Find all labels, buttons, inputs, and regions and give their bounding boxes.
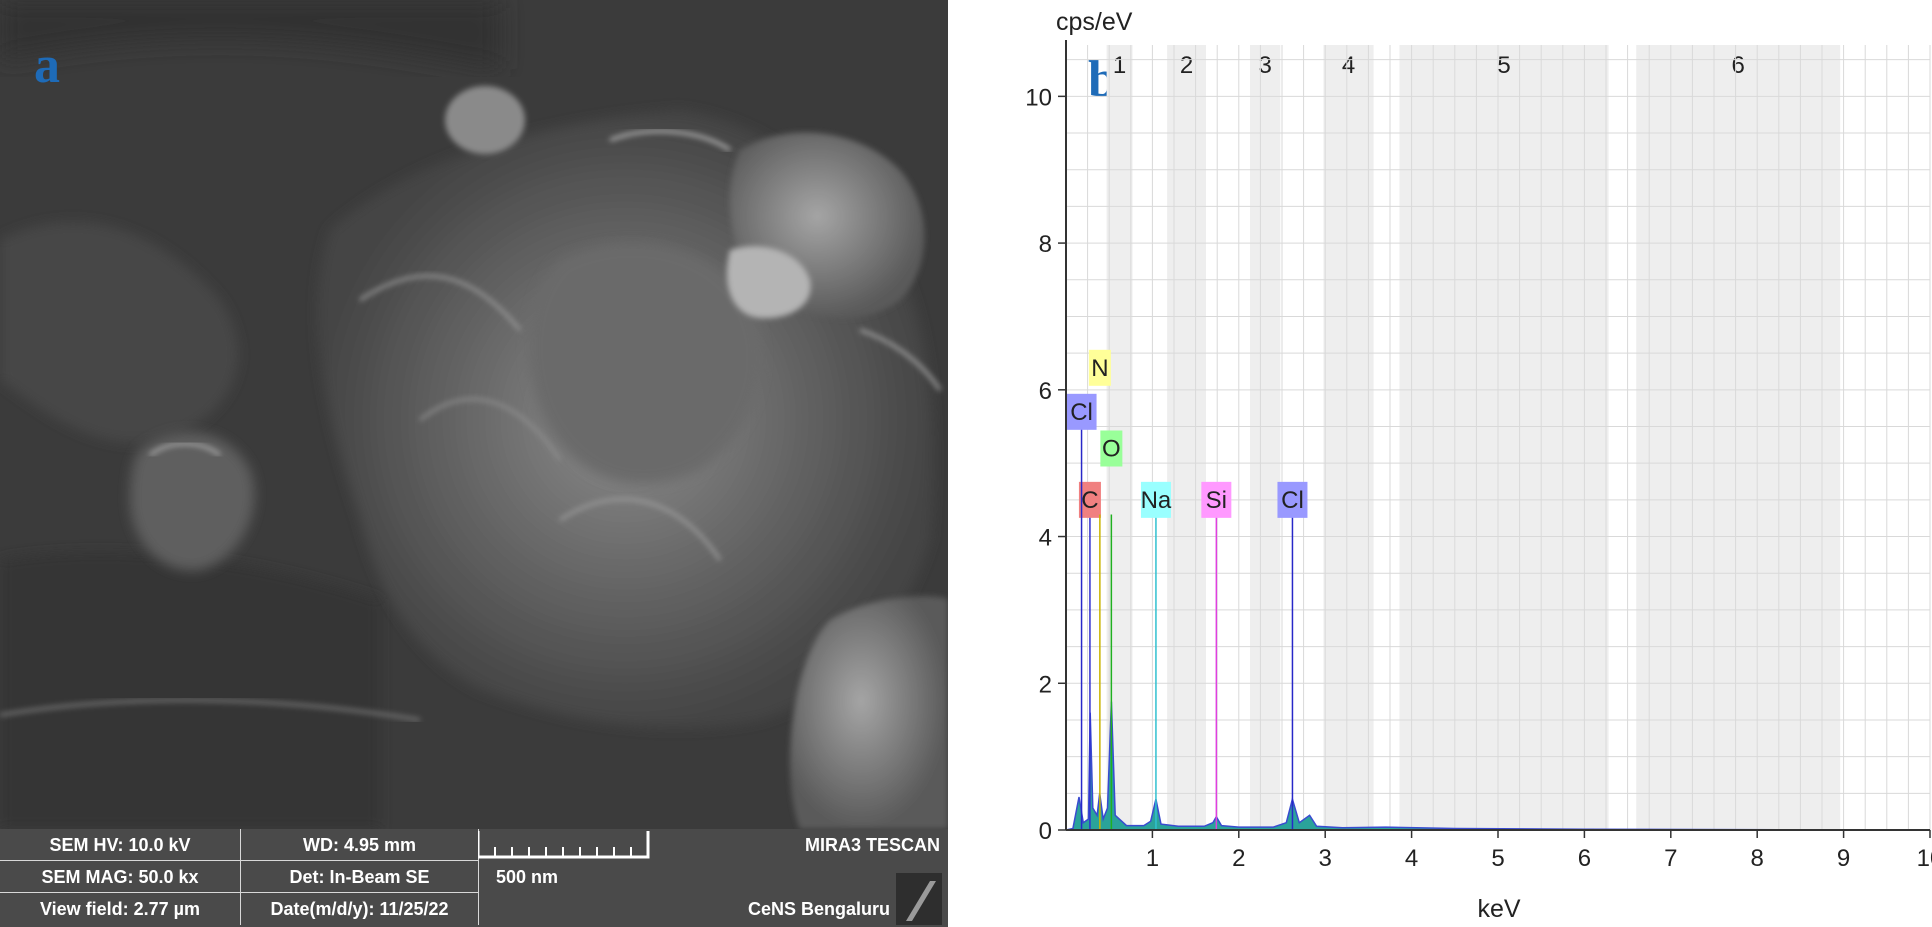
element-label-box-cl-2	[1066, 393, 1097, 430]
y-tick-label: 8	[1039, 231, 1052, 258]
spectrum-series	[1065, 701, 1931, 831]
band-label-3: 3	[1258, 52, 1271, 79]
working-distance-value: WD: 4.95 mm	[241, 829, 479, 861]
lab-label: CeNS Bengaluru	[747, 899, 890, 919]
band-5	[1399, 45, 1609, 830]
band-label-4: 4	[1342, 52, 1355, 79]
instrument-label: MIRA3 TESCAN	[804, 835, 940, 855]
y-tick-label: 2	[1039, 671, 1052, 698]
band-4	[1323, 45, 1374, 830]
y-axis-title: cps/eV	[1056, 8, 1133, 36]
x-tick-label: 7	[1664, 845, 1677, 872]
sem-micrograph	[0, 0, 948, 829]
scale-bar	[478, 831, 650, 859]
x-tick-label: 6	[1578, 845, 1591, 872]
element-label-cl-6: Cl	[1281, 487, 1304, 514]
element-label-box-na-4	[1140, 481, 1171, 518]
x-tick-label: 4	[1405, 845, 1418, 872]
x-tick-label: 2	[1232, 845, 1245, 872]
element-label-box-n-1	[1088, 349, 1111, 386]
x-tick-label: 1	[1146, 845, 1159, 872]
tescan-logo-icon	[896, 873, 942, 925]
y-tick-label: 0	[1039, 818, 1052, 845]
sem-panel: a SEM HV: 10.0 kV WD: 4.95 mm SEM MAG: 5…	[0, 0, 948, 927]
element-label-box-o-3	[1100, 430, 1123, 467]
element-label-cl-2: Cl	[1070, 399, 1093, 426]
band-6	[1636, 45, 1841, 830]
x-tick-label: 10	[1917, 845, 1932, 872]
panel-letter-a: a	[34, 37, 60, 94]
element-label-o-3: O	[1102, 436, 1121, 463]
band-3	[1250, 45, 1281, 830]
sem-hv-value: SEM HV: 10.0 kV	[0, 829, 241, 861]
x-tick-label: 3	[1319, 845, 1332, 872]
element-label-box-cl-6	[1277, 481, 1308, 518]
energy-window-bands: 1 2 3 4 5 6	[1106, 45, 1841, 830]
chart-grid	[1065, 45, 1931, 831]
element-label-n-1: N	[1091, 355, 1108, 382]
y-tick-label: 10	[1025, 84, 1052, 111]
sem-databar: SEM HV: 10.0 kV WD: 4.95 mm SEM MAG: 50.…	[0, 829, 948, 927]
element-label-c-0: C	[1081, 487, 1098, 514]
element-label-box-si-5	[1201, 481, 1232, 518]
y-tick-label: 4	[1039, 525, 1052, 552]
element-label-box-c-0	[1078, 481, 1101, 518]
element-markers: C N Cl O Na Si Cl	[1066, 349, 1308, 830]
detector-value: Det: In-Beam SE	[241, 861, 479, 893]
sem-mag-value: SEM MAG: 50.0 kx	[0, 861, 241, 893]
band-label-6: 6	[1732, 52, 1745, 79]
band-label-2: 2	[1180, 52, 1193, 79]
x-axis-title: keV	[1477, 895, 1520, 923]
band-label-1: 1	[1113, 52, 1126, 79]
spectrum-area	[1065, 701, 1931, 831]
y-tick-label: 6	[1039, 378, 1052, 405]
scale-bar-label: 500 nm	[496, 867, 559, 887]
band-label-5: 5	[1497, 52, 1510, 79]
x-tick-label: 8	[1751, 845, 1764, 872]
element-label-si-5: Si	[1206, 487, 1227, 514]
date-value: Date(m/d/y): 11/25/22	[241, 893, 479, 925]
x-tick-label: 9	[1837, 845, 1850, 872]
x-tick-label: 5	[1491, 845, 1504, 872]
view-field-value: View field: 2.77 µm	[0, 893, 241, 925]
eds-spectrum-chart: 1 2 3 4 5 6 C N Cl O Na Si Cl 1 2 3 4 5 6 7 8 9 10 0 2 4 6 8 10 cp…	[1025, 8, 1932, 923]
band-2	[1167, 45, 1206, 830]
chart-axes: 1 2 3 4 5 6 7 8 9 10 0 2 4 6 8 10	[1025, 40, 1932, 872]
element-label-na-4: Na	[1141, 487, 1172, 514]
